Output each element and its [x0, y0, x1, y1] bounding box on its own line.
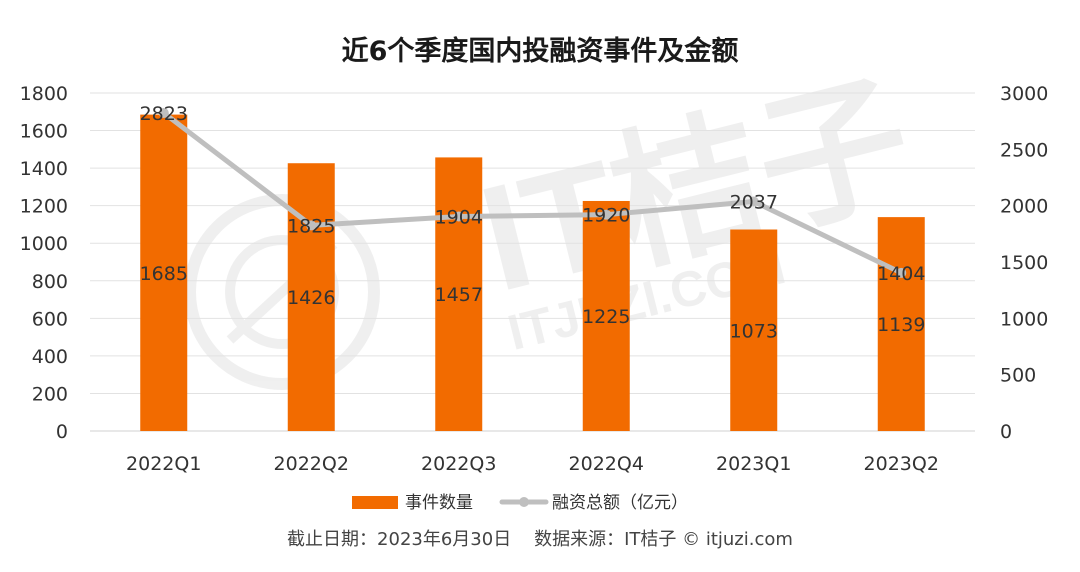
line-label-2023Q2: 1404	[877, 263, 925, 285]
line-point-2022Q4	[601, 209, 612, 220]
y-left-tick-label: 1800	[20, 83, 68, 105]
y-right-tick-label: 1500	[1000, 252, 1048, 274]
bar-2022Q4	[582, 200, 630, 431]
x-tick-label: 2022Q2	[274, 453, 349, 475]
y-left-tick-label: 1600	[20, 121, 68, 143]
y-right-tick-label: 3000	[1000, 83, 1048, 105]
y-right-tick-label: 2000	[1000, 196, 1048, 218]
y-right-tick-label: 0	[1000, 421, 1012, 443]
line-point-2022Q2	[306, 220, 317, 231]
line-point-2022Q3	[453, 211, 464, 222]
legend: 事件数量 融资总额（亿元）	[352, 493, 688, 513]
bar-label-2022Q3: 1457	[435, 284, 483, 306]
y-right-tick-label: 500	[1000, 365, 1036, 387]
x-axis: 2022Q1 2022Q2 2022Q3 2022Q4 2023Q1 2023Q2	[126, 453, 939, 475]
watermark-logo	[184, 194, 380, 390]
line-label-2022Q3: 1904	[435, 206, 483, 228]
bar-label-2022Q2: 1426	[287, 287, 335, 309]
y-left-tick-label: 1200	[20, 196, 68, 218]
bar-data-labels: 1685 1426 1457 1225 1073 1139	[140, 263, 926, 342]
x-tick-label: 2022Q1	[126, 453, 201, 475]
y-left-tick-label: 0	[56, 421, 68, 443]
line-label-2022Q4: 1920	[582, 205, 630, 227]
legend-swatch-bar	[352, 496, 398, 509]
bar-2022Q1	[140, 114, 188, 431]
y-left-tick-label: 600	[32, 308, 68, 330]
line-point-2022Q1	[158, 107, 169, 118]
gridlines	[90, 92, 975, 432]
y-right-tick-label: 2500	[1000, 139, 1048, 161]
bar-label-2022Q1: 1685	[140, 263, 188, 285]
line-point-2023Q1	[748, 196, 759, 207]
y-left-tick-label: 400	[32, 346, 68, 368]
line-point-2023Q2	[896, 267, 907, 278]
legend-label-bar: 事件数量	[405, 493, 473, 513]
y-axis-left: 0 200 400 600 800 1000 1200 1400 1600 1800	[20, 83, 68, 443]
line-label-2023Q1: 2037	[730, 191, 778, 213]
y-left-tick-label: 1400	[20, 158, 68, 180]
bar-label-2023Q2: 1139	[877, 314, 925, 336]
x-tick-label: 2022Q4	[569, 453, 644, 475]
y-right-tick-label: 1000	[1000, 308, 1048, 330]
y-axis-right: 0 500 1000 1500 2000 2500 3000	[1000, 83, 1048, 443]
line-series-funding-total	[158, 107, 907, 278]
bar-2023Q1	[730, 229, 778, 431]
x-tick-label: 2023Q1	[716, 453, 791, 475]
x-tick-label: 2023Q2	[864, 453, 939, 475]
bar-2022Q2	[287, 163, 335, 431]
bar-2023Q2	[877, 217, 925, 431]
x-tick-label: 2022Q3	[421, 453, 496, 475]
funding-line	[161, 110, 904, 276]
line-label-2022Q2: 1825	[287, 215, 335, 237]
legend-label-line: 融资总额（亿元）	[552, 493, 688, 513]
bar-label-2023Q1: 1073	[730, 320, 778, 342]
y-left-tick-label: 200	[32, 383, 68, 405]
y-left-tick-label: 800	[32, 271, 68, 293]
legend-swatch-line-marker	[519, 497, 529, 507]
line-data-labels: 2823 1825 1904 1920 2037 1404	[140, 103, 926, 285]
source-note: 截止日期：2023年6月30日 数据来源：IT桔子 © itjuzi.com	[287, 529, 793, 550]
line-label-2022Q1: 2823	[140, 103, 188, 125]
chart-title: 近6个季度国内投融资事件及金额	[342, 35, 739, 67]
bar-series-event-count	[140, 114, 925, 431]
bar-2022Q3	[435, 157, 483, 431]
y-left-tick-label: 1000	[20, 233, 68, 255]
bar-label-2022Q4: 1225	[582, 306, 630, 328]
